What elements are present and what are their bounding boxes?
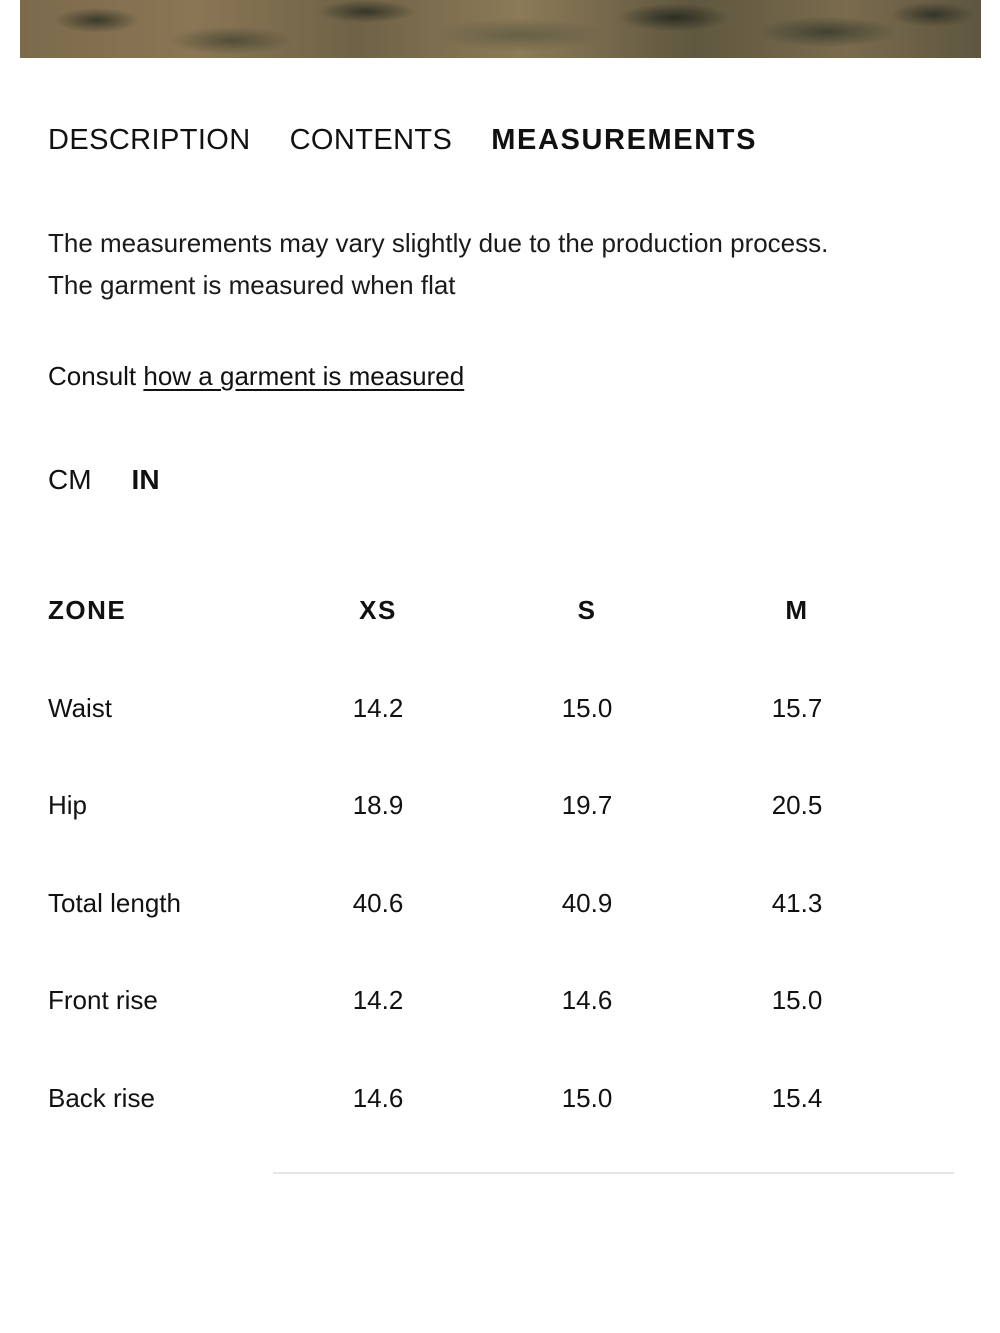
zone-label: Hip — [48, 790, 88, 820]
value-xs: 14.2 — [352, 985, 404, 1015]
tab-measurements[interactable]: MEASUREMENTS — [491, 124, 758, 156]
value-s: 15.0 — [561, 692, 613, 723]
header-size-s: S — [577, 595, 597, 625]
header-size-m: M — [785, 595, 809, 625]
value-s: 40.9 — [561, 887, 613, 918]
how-garment-measured-link[interactable]: how a garment is measured — [143, 361, 465, 391]
zone-label: Front rise — [48, 985, 158, 1015]
unit-in-button[interactable]: IN — [131, 464, 160, 495]
unit-switcher: CM IN — [48, 464, 200, 496]
zone-label: Waist — [48, 692, 113, 723]
value-xs: 40.6 — [352, 887, 404, 918]
consult-text: Consult how a garment is measured — [48, 358, 464, 394]
value-m: 15.0 — [771, 985, 823, 1015]
value-s: 15.0 — [561, 1082, 613, 1113]
table-row: Waist 14.2 15.0 15.7 — [48, 683, 948, 781]
consult-prefix: Consult — [48, 361, 144, 391]
header-size-xs: XS — [359, 595, 397, 625]
measurement-note-line-1: The measurements may vary slightly due t… — [48, 228, 829, 258]
zone-label: Total length — [48, 887, 181, 918]
section-divider — [273, 1172, 954, 1174]
value-xs: 14.2 — [352, 692, 404, 723]
value-s: 14.6 — [561, 985, 613, 1015]
measurement-note-line-2: The garment is measured when flat — [48, 270, 456, 300]
product-image — [20, 0, 981, 58]
tab-contents[interactable]: CONTENTS — [289, 124, 453, 156]
header-zone: ZONE — [48, 595, 127, 625]
value-m: 41.3 — [771, 887, 823, 918]
value-m: 20.5 — [771, 790, 823, 820]
size-table: ZONE XS S M Waist 14.2 15.0 15.7 Hip 18.… — [48, 585, 948, 1170]
tab-description[interactable]: DESCRIPTION — [48, 124, 251, 156]
value-s: 19.7 — [561, 790, 613, 820]
measurement-note: The measurements may vary slightly due t… — [48, 222, 968, 306]
zone-label: Back rise — [48, 1082, 155, 1113]
table-row: Hip 18.9 19.7 20.5 — [48, 780, 948, 878]
table-row: Back rise 14.6 15.0 15.4 — [48, 1073, 948, 1171]
value-xs: 14.6 — [352, 1082, 404, 1113]
unit-cm-button[interactable]: CM — [48, 464, 92, 495]
table-row: Total length 40.6 40.9 41.3 — [48, 878, 948, 976]
value-xs: 18.9 — [352, 790, 404, 820]
value-m: 15.4 — [771, 1082, 823, 1113]
product-info-tabs: DESCRIPTION CONTENTS MEASUREMENTS — [48, 124, 796, 157]
table-header-row: ZONE XS S M — [48, 585, 948, 683]
table-row: Front rise 14.2 14.6 15.0 — [48, 975, 948, 1073]
value-m: 15.7 — [771, 692, 823, 723]
